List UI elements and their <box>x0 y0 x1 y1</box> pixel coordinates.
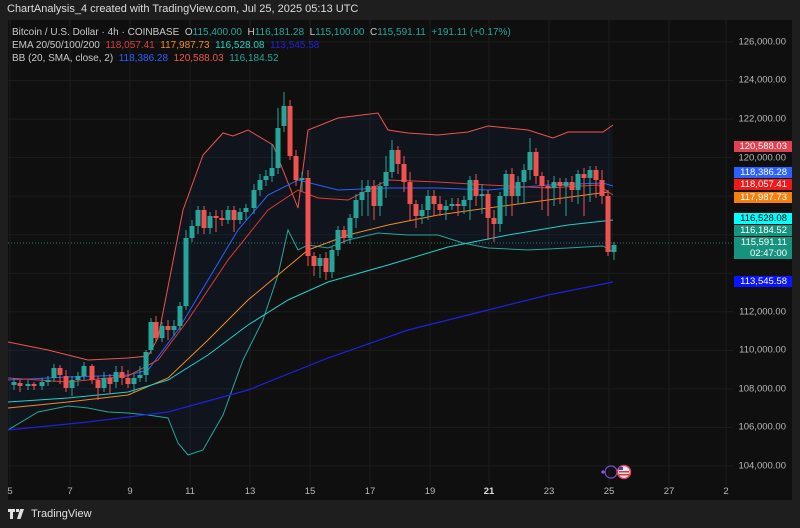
price-tick: 120,000.00 <box>738 152 786 164</box>
price-axis[interactable]: 126,000.00 124,000.00 122,000.00 120,000… <box>734 20 792 485</box>
ema-label: EMA 20/50/100/200 <box>12 40 100 51</box>
price-tick: 106,000.00 <box>738 421 786 433</box>
ema50-badge: 117,987.73 <box>734 192 792 203</box>
time-tick: 27 <box>663 486 675 497</box>
price-tick: 124,000.00 <box>738 74 786 86</box>
ema50-value: 117,987.73 <box>160 40 210 51</box>
time-tick: 7 <box>67 486 73 497</box>
bb-lower-value: 116,184.52 <box>229 53 279 64</box>
tradingview-footer: TradingView <box>8 508 92 520</box>
open-value: 115,400.00 <box>192 27 242 38</box>
chart-title: ChartAnalysis_4 created with TradingView… <box>7 3 359 15</box>
bb-basis-badge: 118,386.28 <box>734 167 792 178</box>
bb-lower-badge: 116,184.52 <box>734 225 792 236</box>
time-axis[interactable]: 5 7 9 11 13 15 17 19 21 23 25 27 2 <box>7 485 733 500</box>
price-tick: 122,000.00 <box>738 113 786 125</box>
close-value: 115,591.11 <box>377 27 426 38</box>
time-tick: 23 <box>543 486 555 497</box>
bb-label: BB (20, SMA, close, 2) <box>12 53 114 64</box>
bb-basis-value: 118,386.28 <box>118 53 169 64</box>
ema200-value: 113,545.58 <box>270 40 320 51</box>
legend-ema-row[interactable]: EMA 20/50/100/200 118,057.41 117,987.73 … <box>12 39 511 52</box>
tradingview-brand: TradingView <box>31 508 92 520</box>
ema100-badge: 116,528.08 <box>734 213 792 224</box>
legend-ohlc-row: Bitcoin / U.S. Dollar · 4h · COINBASE O1… <box>12 27 511 38</box>
time-tick: 2 <box>723 486 729 497</box>
time-tick: 15 <box>304 486 316 497</box>
high-value: 116,181.28 <box>254 27 305 38</box>
price-plot[interactable] <box>8 20 733 485</box>
tradingview-logo-icon <box>8 509 24 519</box>
price-tick: 104,000.00 <box>738 460 786 472</box>
symbol-label: Bitcoin / U.S. Dollar · 4h · COINBASE <box>12 27 180 38</box>
chart-legend: Bitcoin / U.S. Dollar · 4h · COINBASE O1… <box>12 26 511 65</box>
ema100-value: 116,528.08 <box>215 40 265 51</box>
price-tick: 110,000.00 <box>739 344 786 356</box>
last-price-badge: 115,591.11 <box>734 237 792 248</box>
ema20-value: 118,057.41 <box>105 40 155 51</box>
chart-panel[interactable]: Bitcoin / U.S. Dollar · 4h · COINBASE O1… <box>7 20 792 500</box>
time-tick: 17 <box>364 486 376 497</box>
bb-upper-value: 120,588.03 <box>173 53 224 64</box>
time-tick: 5 <box>7 486 13 497</box>
ema20-badge: 118,057.41 <box>734 179 792 190</box>
bar-countdown: 02:47:00 <box>734 248 792 259</box>
price-tick: 126,000.00 <box>738 36 786 48</box>
time-tick: 11 <box>185 486 195 497</box>
price-tick: 108,000.00 <box>738 383 786 395</box>
ema200-badge: 113,545.58 <box>734 276 792 287</box>
time-tick: 9 <box>127 486 133 497</box>
time-tick: 21 <box>483 486 495 497</box>
time-tick: 19 <box>424 486 436 497</box>
change-value: +191.11 (+0.17%) <box>431 27 511 38</box>
legend-bb-row[interactable]: BB (20, SMA, close, 2) 118,386.28 120,58… <box>12 52 511 65</box>
low-value: 115,100.00 <box>315 27 365 38</box>
price-tick: 112,000.00 <box>739 306 786 318</box>
time-tick: 25 <box>603 486 615 497</box>
bb-upper-badge: 120,588.03 <box>734 141 792 152</box>
candlestick-chart[interactable] <box>8 20 733 485</box>
time-tick: 13 <box>244 486 256 497</box>
